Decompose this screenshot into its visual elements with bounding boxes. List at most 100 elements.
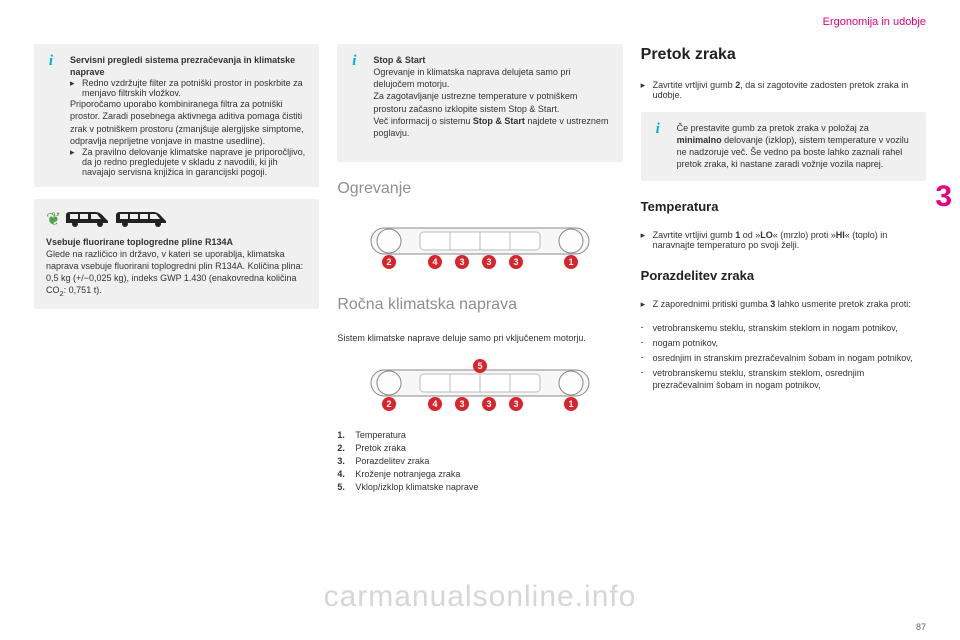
- airflow-box-pre: Če prestavite gumb za pretok zraka v pol…: [677, 123, 869, 133]
- refrigerant-title: Vsebuje fluorirane toplogredne pline R13…: [46, 236, 307, 248]
- chevron-icon: ▸: [70, 78, 82, 98]
- temp-b-mid2: « (mrzlo) proti »: [773, 230, 836, 240]
- legend-item: 5.Vklop/izklop klimatske naprave: [337, 482, 622, 492]
- service-bullet-1-text: Redno vzdržujte filter za potniški prost…: [82, 78, 307, 98]
- refrigerant-info-box: ❦ Vsebuje fluorirane toplogredne pline R…: [34, 199, 319, 309]
- distribution-list: -vetrobranskemu steklu, stranskim steklo…: [641, 322, 926, 395]
- svg-text:5: 5: [477, 361, 482, 371]
- stopstart-p1: Ogrevanje in klimatska naprava delujeta …: [373, 66, 610, 90]
- distribution-item: -vetrobranskemu steklu, stranskim steklo…: [641, 367, 926, 391]
- service-bullet-2: ▸ Za pravilno delovanje klimatske naprav…: [70, 147, 307, 177]
- legend-item-number: 1.: [337, 430, 355, 440]
- legend-item: 1.Temperatura: [337, 430, 622, 440]
- airflow-bullet: ▸ Zavrtite vrtljivi gumb 2, da si zagoto…: [641, 80, 926, 100]
- svg-text:4: 4: [432, 399, 437, 409]
- columns: i Servisni pregledi sistema prezračevanj…: [34, 44, 926, 495]
- service-box-para: Priporočamo uporabo kombiniranega filtra…: [70, 98, 307, 147]
- panel-legend: 1.Temperatura2.Pretok zraka3.Porazdelite…: [337, 430, 622, 495]
- distribution-item-text: nogam potnikov,: [653, 337, 926, 349]
- legend-item: 4.Kroženje notranjega zraka: [337, 469, 622, 479]
- dist-b-pre: Z zaporednimi pritiski gumba: [653, 299, 771, 309]
- distribution-bullet: ▸ Z zaporednimi pritiski gumba 3 lahko u…: [641, 299, 926, 310]
- legend-item-number: 4.: [337, 469, 355, 479]
- dash-icon: -: [641, 322, 653, 334]
- svg-text:1: 1: [568, 257, 573, 267]
- header-category: Ergonomija in udobje: [823, 16, 926, 28]
- temperature-bullet: ▸ Zavrtite vrtljivi gumb 1 od »LO« (mrzl…: [641, 230, 926, 250]
- legend-item: 2.Pretok zraka: [337, 443, 622, 453]
- service-bullet-1: ▸ Redno vzdržujte filter za potniški pro…: [70, 78, 307, 98]
- temperature-bullet-text: Zavrtite vrtljivi gumb 1 od »LO« (mrzlo)…: [653, 230, 926, 250]
- stopstart-info-box: i Stop & Start Ogrevanje in klimatska na…: [337, 44, 622, 162]
- temp-b-mid: od »: [740, 230, 760, 240]
- heating-heading: Ogrevanje: [337, 180, 622, 198]
- distribution-item: -nogam potnikov,: [641, 337, 926, 349]
- chevron-icon: ▸: [641, 299, 653, 310]
- airflow-info-box: i Če prestavite gumb za pretok zraka v p…: [641, 112, 926, 181]
- svg-text:3: 3: [513, 399, 518, 409]
- tree-icon: ❦: [46, 209, 61, 230]
- dist-b-post: lahko usmerite pretok zraka proti:: [775, 299, 911, 309]
- svg-text:1: 1: [568, 399, 573, 409]
- chevron-icon: ▸: [641, 80, 653, 100]
- legend-item-label: Kroženje notranjega zraka: [355, 469, 460, 479]
- stopstart-title: Stop & Start: [373, 54, 610, 66]
- legend-item-label: Vklop/izklop klimatske naprave: [355, 482, 478, 492]
- temp-b-lo: LO: [760, 230, 773, 240]
- airflow-heading: Pretok zraka: [641, 46, 926, 64]
- stopstart-p2: Za zagotavljanje ustrezne temperature v …: [373, 90, 610, 114]
- service-info-box: i Servisni pregledi sistema prezračevanj…: [34, 44, 319, 187]
- svg-text:3: 3: [459, 399, 464, 409]
- distribution-bullet-text: Z zaporednimi pritiski gumba 3 lahko usm…: [653, 299, 926, 310]
- svg-text:3: 3: [486, 399, 491, 409]
- temperature-heading: Temperatura: [641, 199, 926, 214]
- temp-b-hi: HI: [836, 230, 845, 240]
- column-1: i Servisni pregledi sistema prezračevanj…: [34, 44, 319, 495]
- heating-panel-svg: 243331: [365, 218, 595, 272]
- svg-text:2: 2: [386, 399, 391, 409]
- temp-b-pre: Zavrtite vrtljivi gumb: [653, 230, 736, 240]
- manual-ac-panel-svg: 5 2 4 3 3 3 1: [365, 358, 595, 412]
- distribution-item: -vetrobranskemu steklu, stranskim steklo…: [641, 322, 926, 334]
- distribution-item-text: vetrobranskemu steklu, stranskim steklom…: [653, 367, 926, 391]
- distribution-item: -osrednjim in stranskim prezračevalnim š…: [641, 352, 926, 364]
- stopstart-p3a: Več informacij o sistemu: [373, 116, 473, 126]
- airflow-box-para: Če prestavite gumb za pretok zraka v pol…: [677, 122, 914, 171]
- legend-item-number: 5.: [337, 482, 355, 492]
- legend-item-label: Pretok zraka: [355, 443, 406, 453]
- svg-text:3: 3: [459, 257, 464, 267]
- service-box-title: Servisni pregledi sistema prezračevanja …: [70, 54, 307, 78]
- legend-item: 3.Porazdelitev zraka: [337, 456, 622, 466]
- airflow-box-bold: minimalno: [677, 135, 722, 145]
- svg-text:2: 2: [386, 257, 391, 267]
- legend-item-number: 2.: [337, 443, 355, 453]
- manual-ac-heading: Ročna klimatska naprava: [337, 296, 622, 314]
- section-number: 3: [935, 180, 952, 214]
- page-number: 87: [916, 622, 926, 632]
- airflow-b-pre: Zavrtite vrtljivi gumb: [653, 80, 736, 90]
- distribution-item-text: osrednjim in stranskim prezračevalnim šo…: [653, 352, 926, 364]
- refrigerant-para-b: : 0,751 t).: [64, 285, 102, 295]
- distribution-heading: Porazdelitev zraka: [641, 268, 926, 283]
- dash-icon: -: [641, 367, 653, 391]
- distribution-item-text: vetrobranskemu steklu, stranskim steklom…: [653, 322, 926, 334]
- legend-item-number: 3.: [337, 456, 355, 466]
- stopstart-p3: Več informacij o sistemu Stop & Start na…: [373, 115, 610, 139]
- watermark: carmanualsonline.info: [324, 580, 637, 614]
- heating-panel-figure: 243331: [337, 218, 622, 272]
- svg-text:3: 3: [513, 257, 518, 267]
- column-2: i Stop & Start Ogrevanje in klimatska na…: [337, 44, 622, 495]
- column-3: Pretok zraka ▸ Zavrtite vrtljivi gumb 2,…: [641, 44, 926, 495]
- dash-icon: -: [641, 337, 653, 349]
- manual-ac-para: Sistem klimatske naprave deluje samo pri…: [337, 332, 622, 344]
- airflow-bullet-text: Zavrtite vrtljivi gumb 2, da si zagotovi…: [653, 80, 926, 100]
- manual-ac-panel-figure: 5 2 4 3 3 3 1: [337, 358, 622, 412]
- refrigerant-icons: ❦: [46, 209, 307, 230]
- info-icon: i: [42, 52, 60, 70]
- legend-item-label: Porazdelitev zraka: [355, 456, 429, 466]
- dash-icon: -: [641, 352, 653, 364]
- info-icon: i: [649, 120, 667, 138]
- service-bullet-2-text: Za pravilno delovanje klimatske naprave …: [82, 147, 307, 177]
- stopstart-p3b: Stop & Start: [473, 116, 525, 126]
- refrigerant-para: Glede na različico in državo, v kateri s…: [46, 248, 307, 299]
